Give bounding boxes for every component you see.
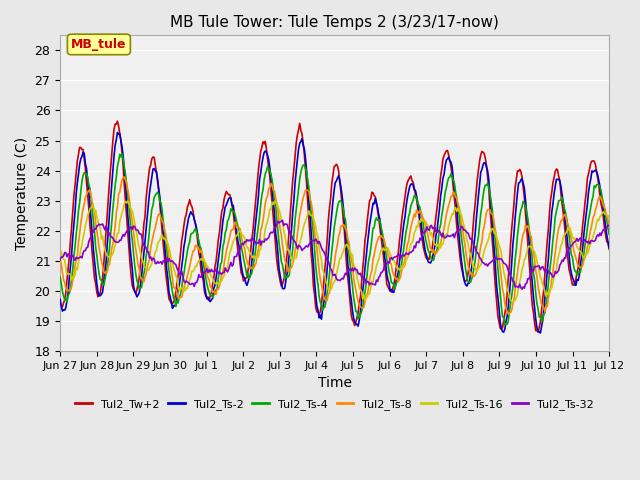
Legend: Tul2_Tw+2, Tul2_Ts-2, Tul2_Ts-4, Tul2_Ts-8, Tul2_Ts-16, Tul2_Ts-32: Tul2_Tw+2, Tul2_Ts-2, Tul2_Ts-4, Tul2_Ts… bbox=[71, 395, 598, 415]
Y-axis label: Temperature (C): Temperature (C) bbox=[15, 136, 29, 250]
Text: MB_tule: MB_tule bbox=[71, 38, 127, 51]
Title: MB Tule Tower: Tule Temps 2 (3/23/17-now): MB Tule Tower: Tule Temps 2 (3/23/17-now… bbox=[170, 15, 499, 30]
X-axis label: Time: Time bbox=[317, 376, 351, 390]
